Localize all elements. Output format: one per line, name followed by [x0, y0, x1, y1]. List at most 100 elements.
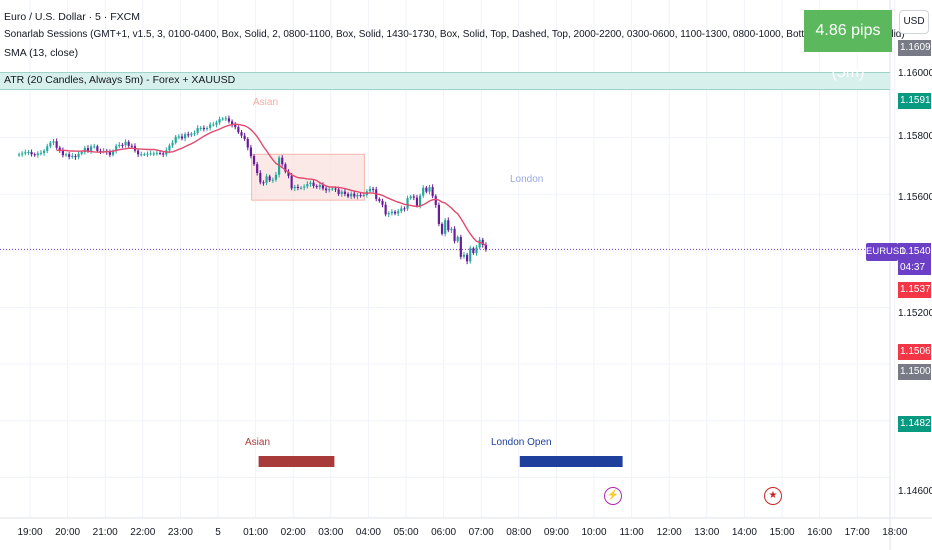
- candle-body: [350, 193, 353, 197]
- candle-body: [80, 152, 83, 154]
- currency-button[interactable]: USD: [899, 10, 929, 34]
- candle-body: [83, 148, 86, 153]
- time-label: 22:00: [130, 527, 156, 538]
- lightning-icon[interactable]: ⚡: [604, 487, 622, 505]
- candle-body: [209, 124, 212, 128]
- time-label: 04:00: [355, 527, 381, 538]
- candle-body: [77, 153, 80, 158]
- candle-body: [162, 153, 165, 155]
- price-tag-red: 1.15069: [898, 344, 932, 360]
- candle-body: [331, 188, 334, 190]
- candle-body: [481, 239, 484, 245]
- time-label: 16:00: [807, 527, 833, 538]
- price-label: 1.14600: [898, 486, 932, 497]
- candle-body: [462, 254, 466, 257]
- candle-body: [281, 157, 284, 165]
- time-label: 12:00: [656, 527, 682, 538]
- candle-body: [246, 139, 249, 148]
- candle-body: [249, 147, 252, 156]
- candle-body: [130, 145, 133, 147]
- candle-body: [237, 127, 240, 133]
- candle-body: [434, 196, 437, 205]
- time-label: 17:00: [844, 527, 870, 538]
- candle-body: [177, 136, 180, 138]
- symbol-price-tag: EURUSD: [866, 243, 906, 261]
- candle-body: [243, 135, 246, 140]
- candle-body: [90, 146, 93, 151]
- london-box-label: London: [510, 174, 544, 185]
- london-session-bar: [519, 456, 623, 467]
- candle-body: [378, 199, 381, 202]
- candle-body: [318, 185, 321, 188]
- candle-body: [259, 172, 262, 183]
- candle-body: [393, 211, 397, 214]
- us-flag-icon[interactable]: ★: [764, 487, 782, 505]
- candle-body: [290, 175, 293, 189]
- candle-body: [368, 188, 372, 192]
- sma-line: [56, 123, 487, 247]
- candle-body: [362, 195, 365, 197]
- candle-body: [68, 154, 71, 157]
- candle-body: [403, 208, 406, 210]
- time-label: 5: [215, 527, 221, 538]
- candle-body: [227, 118, 231, 122]
- candle-body: [406, 198, 409, 209]
- atr-indicator-legend[interactable]: ATR (20 Candles, Always 5m) - Forex + XA…: [4, 74, 236, 86]
- candle-body: [71, 155, 74, 157]
- candle-body: [24, 152, 27, 154]
- asian-session-box: [251, 153, 365, 201]
- candle-body: [400, 208, 403, 212]
- time-label: 09:00: [543, 527, 569, 538]
- candle-body: [440, 223, 444, 234]
- time-label: 07:00: [468, 527, 494, 538]
- candle-body: [224, 118, 227, 120]
- candle-body: [450, 228, 453, 231]
- candle-body: [115, 146, 118, 151]
- candle-body: [196, 127, 199, 133]
- sma-indicator-legend[interactable]: SMA (13, close): [4, 47, 79, 59]
- candle-body: [205, 127, 209, 130]
- time-label: 20:00: [55, 527, 81, 538]
- candle-body: [215, 122, 218, 125]
- candle-body: [359, 195, 362, 197]
- asian-box-label: Asian: [253, 97, 279, 108]
- time-label: 14:00: [731, 527, 757, 538]
- candle-body: [397, 211, 400, 214]
- candle-body: [55, 141, 58, 148]
- candle-body: [475, 247, 478, 254]
- sessions-indicator-legend[interactable]: Sonarlab Sessions (GMT+1, v1.5, 3, 0100-…: [4, 29, 905, 40]
- candle-body: [231, 121, 234, 125]
- time-label: 15:00: [769, 527, 795, 538]
- candle-body: [334, 188, 337, 190]
- symbol-title[interactable]: Euro / U.S. Dollar · 5 · FXCM: [4, 11, 140, 23]
- candle-body: [453, 228, 456, 242]
- price-label: 1.16000: [898, 68, 932, 79]
- time-label: 23:00: [167, 527, 193, 538]
- candle-body: [184, 134, 187, 139]
- candle-body: [472, 248, 475, 254]
- candle-body: [121, 144, 124, 146]
- candle-body: [168, 145, 171, 151]
- candle-body: [27, 152, 30, 154]
- candle-body: [312, 182, 315, 187]
- candle-body: [484, 244, 487, 250]
- candle-body: [171, 142, 174, 146]
- candle-body: [52, 141, 55, 143]
- candle-body: [30, 152, 33, 155]
- candle-body: [174, 136, 177, 143]
- time-label: 18:00: [882, 527, 908, 538]
- price-tag-high: 1.15910: [898, 93, 932, 109]
- candle-body: [64, 154, 68, 156]
- candle-body: [390, 211, 393, 214]
- time-label: 06:00: [431, 527, 457, 538]
- candle-body: [456, 236, 459, 242]
- candle-body: [381, 201, 384, 205]
- candle-body: [268, 176, 271, 181]
- candle-body: [43, 150, 46, 153]
- candle-body: [36, 153, 39, 156]
- candle-body: [328, 189, 331, 191]
- candle-body: [124, 141, 127, 146]
- time-label: 01:00: [243, 527, 269, 538]
- candle-body: [61, 150, 64, 156]
- candle-body: [39, 152, 43, 154]
